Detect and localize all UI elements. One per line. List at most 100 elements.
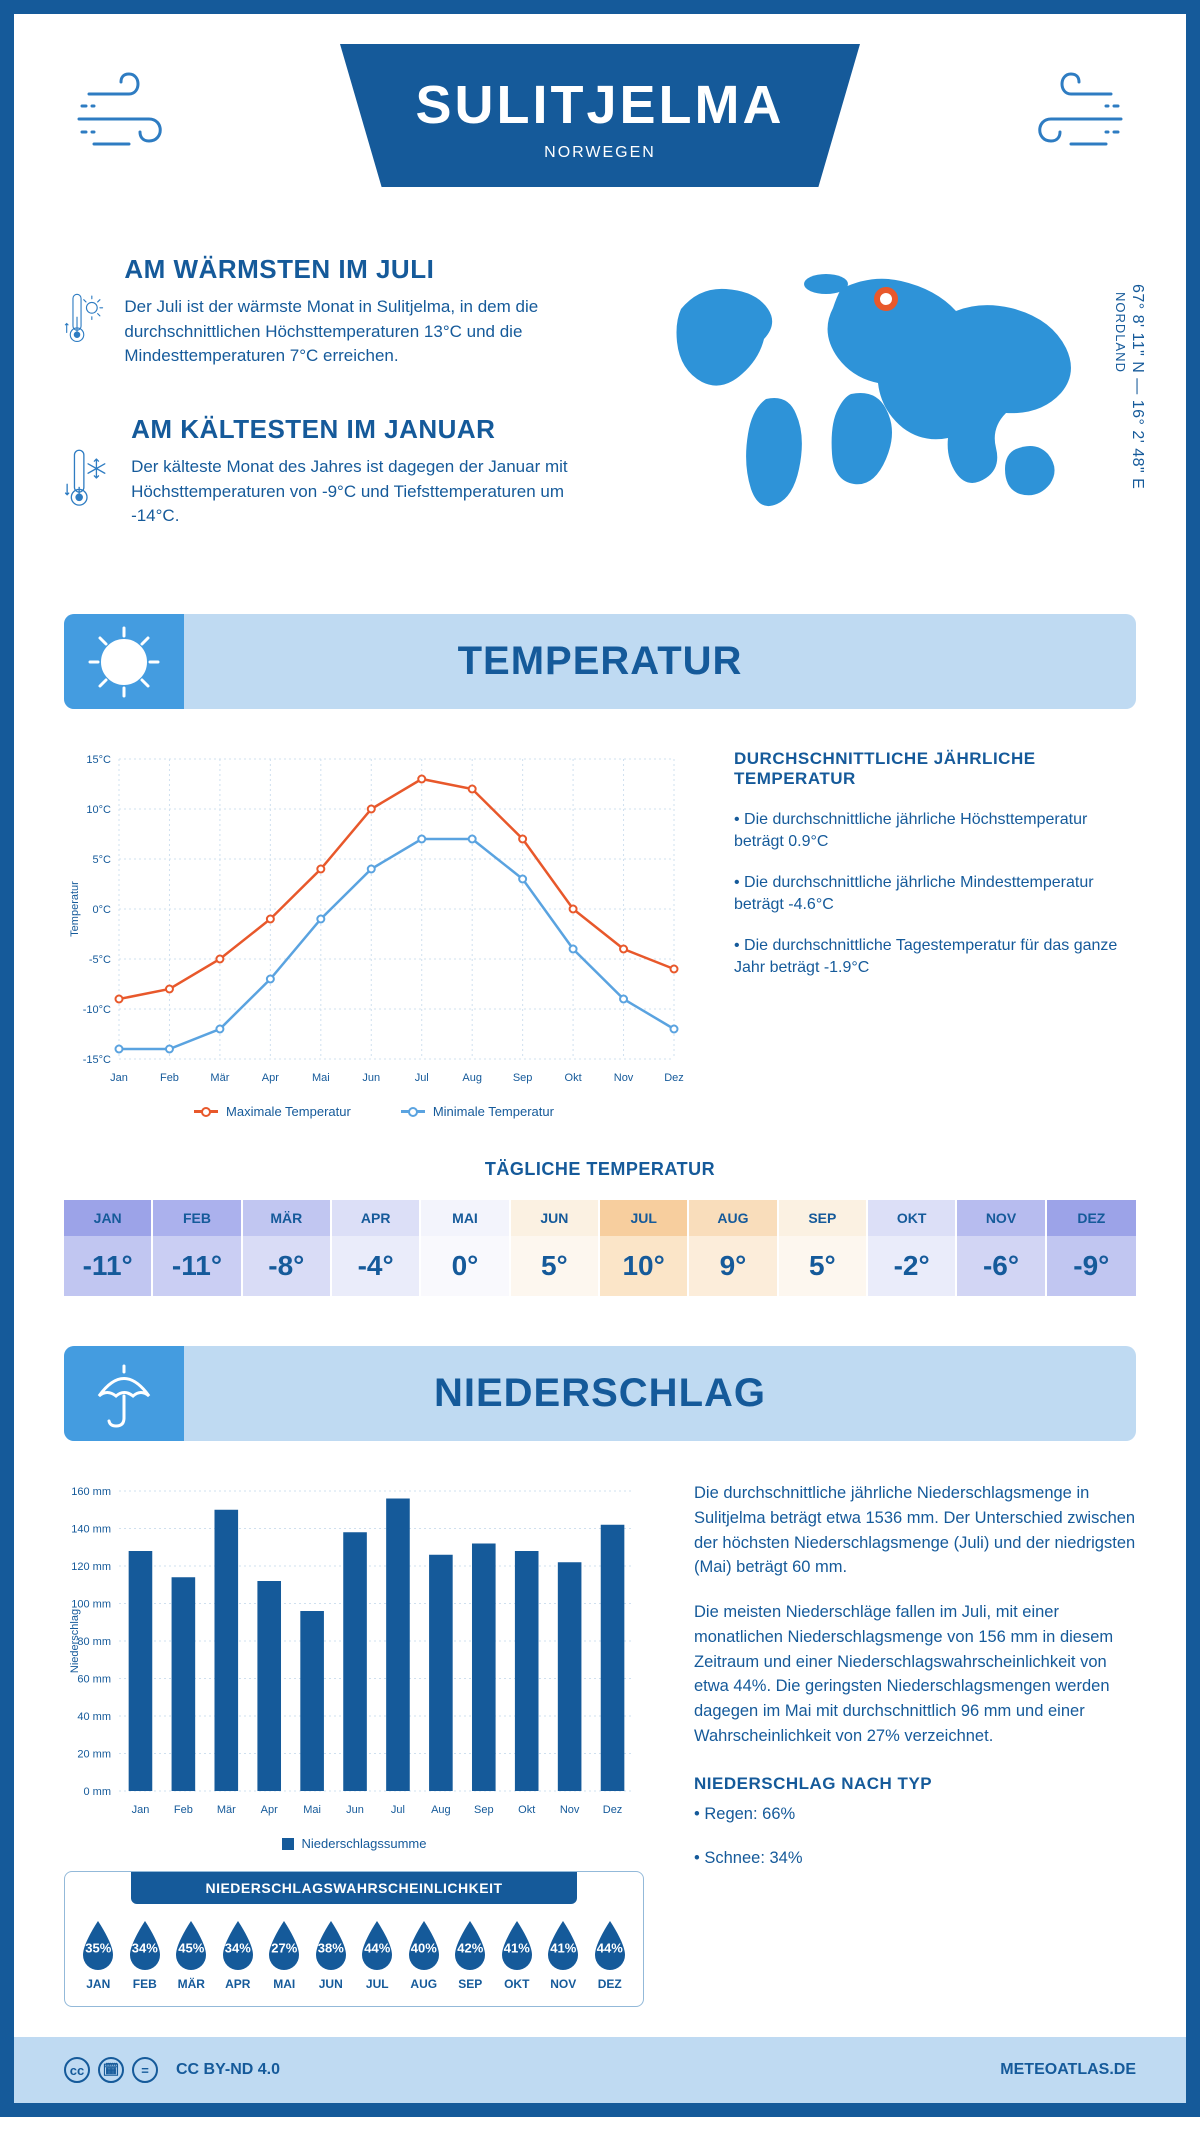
cc-icon: cc	[64, 2057, 90, 2083]
prob-drop: 27%MAI	[261, 1919, 308, 1991]
svg-text:Nov: Nov	[560, 1804, 580, 1816]
world-map: 67° 8' 11" N — 16° 2' 48" E NORDLAND	[656, 254, 1136, 574]
svg-text:Nov: Nov	[614, 1072, 634, 1084]
svg-text:-10°C: -10°C	[83, 1004, 111, 1016]
prob-drop: 35%JAN	[75, 1919, 122, 1991]
warmest-block: AM WÄRMSTEN IM JULI Der Juli ist der wär…	[64, 254, 616, 384]
svg-text:-15°C: -15°C	[83, 1054, 111, 1066]
prob-drop: 42%SEP	[447, 1919, 494, 1991]
site-label: METEOATLAS.DE	[1000, 2061, 1136, 2079]
daily-cell: MAI0°	[421, 1200, 510, 1296]
prob-drop: 40%AUG	[401, 1919, 448, 1991]
wind-icon	[996, 64, 1126, 174]
thermometer-cold-icon	[64, 414, 111, 544]
svg-text:Apr: Apr	[262, 1072, 279, 1084]
prob-drop: 41%NOV	[540, 1919, 587, 1991]
prob-drop: 45%MÄR	[168, 1919, 215, 1991]
daily-cell: SEP5°	[779, 1200, 868, 1296]
svg-text:60 mm: 60 mm	[77, 1674, 111, 1686]
svg-text:Aug: Aug	[462, 1072, 482, 1084]
svg-text:Jun: Jun	[346, 1804, 364, 1816]
svg-text:Jul: Jul	[391, 1804, 405, 1816]
chart-legend: Maximale Temperatur Minimale Temperatur	[64, 1104, 684, 1119]
svg-text:-5°C: -5°C	[89, 954, 111, 966]
precip-probability-box: NIEDERSCHLAGSWAHRSCHEINLICHKEIT 35%JAN34…	[64, 1871, 644, 2007]
svg-text:Aug: Aug	[431, 1804, 451, 1816]
svg-text:0 mm: 0 mm	[84, 1786, 112, 1798]
header: SULITJELMA NORWEGEN	[64, 44, 1136, 244]
coldest-text: Der kälteste Monat des Jahres ist dagege…	[131, 455, 616, 529]
chart-legend: Niederschlagssumme	[64, 1836, 644, 1851]
svg-text:Mär: Mär	[217, 1804, 236, 1816]
warmest-title: AM WÄRMSTEN IM JULI	[124, 254, 616, 285]
daily-cell: OKT-2°	[868, 1200, 957, 1296]
svg-text:Dez: Dez	[664, 1072, 684, 1084]
svg-text:Dez: Dez	[603, 1804, 623, 1816]
precipitation-bar-chart: 0 mm 20 mm 40 mm 60 mm 80 mm 100 mm 120 mm 140 …	[64, 1481, 644, 1821]
prob-drop: 41%OKT	[494, 1919, 541, 1991]
daily-cell: JAN-11°	[64, 1200, 153, 1296]
svg-text:Feb: Feb	[160, 1072, 179, 1084]
section-title: TEMPERATUR	[458, 639, 743, 684]
daily-cell: JUL10°	[600, 1200, 689, 1296]
svg-text:120 mm: 120 mm	[71, 1561, 111, 1573]
svg-text:Jan: Jan	[132, 1804, 150, 1816]
svg-text:Sep: Sep	[474, 1804, 494, 1816]
svg-text:Niederschlag: Niederschlag	[69, 1609, 81, 1673]
sun-icon	[84, 622, 164, 702]
svg-text:Jun: Jun	[362, 1072, 380, 1084]
daily-cell: DEZ-9°	[1047, 1200, 1136, 1296]
svg-text:40 mm: 40 mm	[77, 1711, 111, 1723]
section-title: NIEDERSCHLAG	[434, 1371, 766, 1416]
section-header-temperature: TEMPERATUR	[64, 614, 1136, 709]
svg-text:Okt: Okt	[565, 1072, 582, 1084]
section-header-precip: NIEDERSCHLAG	[64, 1346, 1136, 1441]
svg-text:Okt: Okt	[518, 1804, 535, 1816]
footer: cc 🗓 = CC BY-ND 4.0 METEOATLAS.DE	[14, 2037, 1186, 2103]
svg-text:Sep: Sep	[513, 1072, 533, 1084]
svg-text:10°C: 10°C	[86, 804, 111, 816]
wind-icon	[74, 64, 204, 174]
umbrella-icon	[87, 1356, 162, 1431]
prob-drop: 44%DEZ	[587, 1919, 634, 1991]
svg-text:20 mm: 20 mm	[77, 1749, 111, 1761]
license-badge: cc 🗓 = CC BY-ND 4.0	[64, 2057, 280, 2083]
svg-text:100 mm: 100 mm	[71, 1599, 111, 1611]
svg-text:Jul: Jul	[415, 1072, 429, 1084]
license-text: CC BY-ND 4.0	[176, 2061, 280, 2079]
daily-cell: JUN5°	[511, 1200, 600, 1296]
svg-text:Feb: Feb	[174, 1804, 193, 1816]
daily-cell: AUG9°	[689, 1200, 778, 1296]
svg-text:Jan: Jan	[110, 1072, 128, 1084]
svg-text:Mär: Mär	[210, 1072, 229, 1084]
svg-text:Mai: Mai	[312, 1072, 330, 1084]
prob-drop: 34%APR	[215, 1919, 262, 1991]
nd-icon: =	[132, 2057, 158, 2083]
svg-text:80 mm: 80 mm	[77, 1636, 111, 1648]
temperature-line-chart: -15°C -10°C -5°C 0°C 5°C 10°C 15°C Jan Feb Mär Apr…	[64, 749, 684, 1119]
title-banner: SULITJELMA NORWEGEN	[340, 44, 860, 187]
svg-text:0°C: 0°C	[93, 904, 112, 916]
country-label: NORWEGEN	[360, 144, 840, 162]
by-icon: 🗓	[98, 2057, 124, 2083]
thermometer-hot-icon	[64, 254, 104, 384]
svg-text:140 mm: 140 mm	[71, 1524, 111, 1536]
daily-cell: NOV-6°	[957, 1200, 1046, 1296]
coordinates: 67° 8' 11" N — 16° 2' 48" E NORDLAND	[1113, 284, 1146, 489]
svg-text:15°C: 15°C	[86, 754, 111, 766]
prob-drop: 44%JUL	[354, 1919, 401, 1991]
svg-text:Mai: Mai	[303, 1804, 321, 1816]
daily-temp-title: TÄGLICHE TEMPERATUR	[64, 1159, 1136, 1180]
svg-text:5°C: 5°C	[93, 854, 112, 866]
svg-text:Temperatur: Temperatur	[69, 881, 81, 937]
daily-cell: FEB-11°	[153, 1200, 242, 1296]
daily-cell: MÄR-8°	[243, 1200, 332, 1296]
coldest-title: AM KÄLTESTEN IM JANUAR	[131, 414, 616, 445]
coldest-block: AM KÄLTESTEN IM JANUAR Der kälteste Mona…	[64, 414, 616, 544]
daily-temp-table: JAN-11°FEB-11°MÄR-8°APR-4°MAI0°JUN5°JUL1…	[64, 1200, 1136, 1296]
svg-text:Apr: Apr	[261, 1804, 278, 1816]
prob-drop: 38%JUN	[308, 1919, 355, 1991]
svg-text:160 mm: 160 mm	[71, 1486, 111, 1498]
warmest-text: Der Juli ist der wärmste Monat in Sulitj…	[124, 295, 616, 369]
precip-summary: Die durchschnittliche jährliche Niedersc…	[694, 1481, 1136, 2007]
